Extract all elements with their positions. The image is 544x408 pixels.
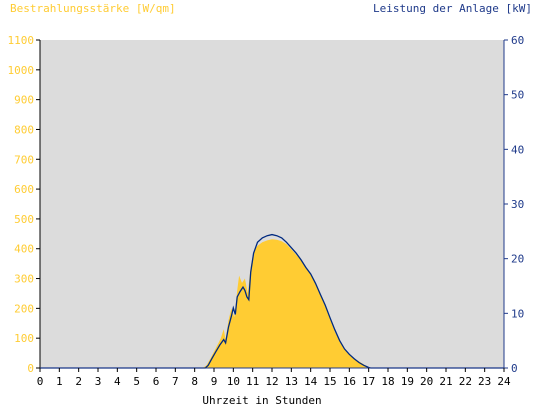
right-axis-tick-label: 40 bbox=[511, 143, 524, 156]
x-axis-tick-label: 12 bbox=[265, 375, 278, 388]
left-axis-tick-label: 600 bbox=[14, 183, 34, 196]
left-axis-tick-label: 1000 bbox=[8, 64, 35, 77]
x-axis-title: Uhrzeit in Stunden bbox=[202, 394, 321, 407]
right-axis-title: Leistung der Anlage [kW] bbox=[373, 2, 532, 15]
x-axis-tick-label: 11 bbox=[246, 375, 259, 388]
x-axis-tick-label: 14 bbox=[304, 375, 318, 388]
x-axis-tick-label: 22 bbox=[459, 375, 472, 388]
series-layer bbox=[40, 233, 504, 369]
right-axis-tick-label: 30 bbox=[511, 198, 524, 211]
x-axis-tick-label: 1 bbox=[56, 375, 63, 388]
x-axis-tick-label: 23 bbox=[478, 375, 491, 388]
x-axis-tick-label: 20 bbox=[420, 375, 433, 388]
x-axis-tick-label: 0 bbox=[37, 375, 44, 388]
x-axis-tick-label: 13 bbox=[285, 375, 298, 388]
left-axis-tick-label: 900 bbox=[14, 94, 34, 107]
x-axis-tick-label: 15 bbox=[323, 375, 336, 388]
left-axis-tick-label: 400 bbox=[14, 243, 34, 256]
x-axis-tick-label: 10 bbox=[227, 375, 240, 388]
right-axis-tick-label: 10 bbox=[511, 307, 524, 320]
x-axis-tick-label: 21 bbox=[439, 375, 452, 388]
left-axis-title: Bestrahlungsstärke [W/qm] bbox=[10, 2, 176, 15]
left-axis-tick-label: 1100 bbox=[8, 34, 35, 47]
right-axis-tick-label: 0 bbox=[511, 362, 518, 375]
left-axis-tick-label: 300 bbox=[14, 273, 34, 286]
left-axis-tick-label: 500 bbox=[14, 213, 34, 226]
x-axis-tick-label: 24 bbox=[497, 375, 511, 388]
x-axis-tick-label: 5 bbox=[133, 375, 140, 388]
x-axis-tick-label: 9 bbox=[211, 375, 218, 388]
axis-layer: 0100200300400500600700800900100011000102… bbox=[8, 34, 525, 388]
irradiance-area bbox=[40, 239, 504, 368]
left-axis-tick-label: 800 bbox=[14, 123, 34, 136]
left-axis-tick-label: 0 bbox=[27, 362, 34, 375]
power-line bbox=[40, 233, 504, 369]
right-axis-tick-label: 20 bbox=[511, 253, 524, 266]
x-axis-tick-label: 4 bbox=[114, 375, 121, 388]
left-axis-tick-label: 200 bbox=[14, 302, 34, 315]
x-axis-tick-label: 7 bbox=[172, 375, 179, 388]
left-axis-tick-label: 100 bbox=[14, 332, 34, 345]
x-axis-tick-label: 16 bbox=[343, 375, 356, 388]
x-axis-tick-label: 3 bbox=[95, 375, 102, 388]
right-axis-tick-label: 50 bbox=[511, 89, 524, 102]
x-axis-tick-label: 2 bbox=[75, 375, 82, 388]
x-axis-tick-label: 19 bbox=[401, 375, 414, 388]
x-axis-tick-label: 8 bbox=[191, 375, 198, 388]
x-axis-tick-label: 17 bbox=[362, 375, 375, 388]
x-axis-tick-label: 6 bbox=[153, 375, 160, 388]
right-axis-tick-label: 60 bbox=[511, 34, 524, 47]
left-axis-tick-label: 700 bbox=[14, 153, 34, 166]
x-axis-tick-label: 18 bbox=[381, 375, 394, 388]
